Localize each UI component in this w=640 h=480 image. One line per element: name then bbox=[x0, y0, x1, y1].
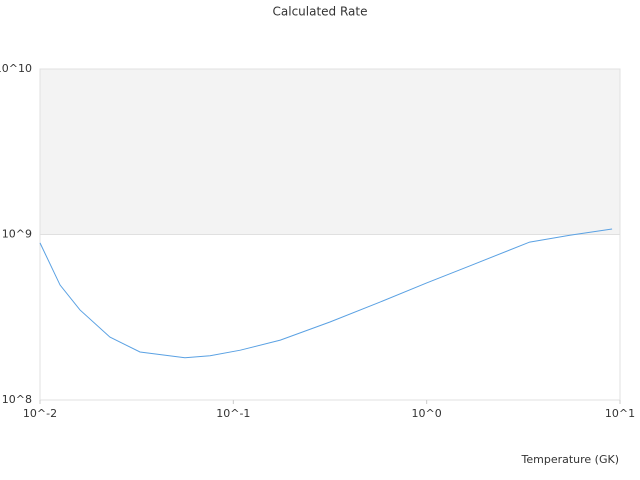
x-tick-label: 10^0 bbox=[412, 407, 442, 420]
plot-band bbox=[40, 69, 620, 235]
x-axis-label: Temperature (GK) bbox=[521, 453, 620, 466]
chart-title: Calculated Rate bbox=[273, 5, 368, 19]
x-tick-label: 10^-1 bbox=[216, 407, 250, 420]
line bbox=[39, 228, 613, 359]
y-tick-label: 10^8 bbox=[2, 393, 32, 406]
y-tick-label: 10^10 bbox=[0, 62, 32, 75]
x-tick-label: 10^1 bbox=[605, 407, 635, 420]
plot-border bbox=[39, 68, 621, 401]
x-tick-label: 10^-2 bbox=[23, 407, 57, 420]
y-tick-label: 10^9 bbox=[2, 228, 32, 241]
